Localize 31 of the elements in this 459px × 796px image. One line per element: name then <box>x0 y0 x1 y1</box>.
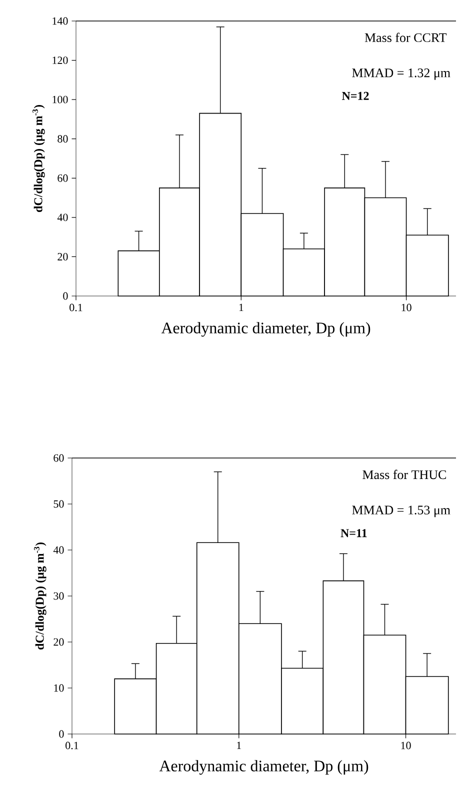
y-tick-label: 100 <box>52 96 68 104</box>
y-axis-title: dC/dlog(Dp) (μg m$^{-3}$) <box>34 542 46 650</box>
y-tick-label: 10 <box>54 684 64 692</box>
x-tick-label: 1 <box>239 304 244 312</box>
text: Mass for CCRT <box>364 32 447 42</box>
x-tick-label: 1 <box>237 742 241 750</box>
y-tick-label: 60 <box>54 454 64 462</box>
y-tick-label: 20 <box>54 638 64 646</box>
x-tick-label: 10 <box>402 304 412 312</box>
text: Mass for THUC <box>362 470 446 480</box>
y-tick-label: 0 <box>59 730 64 738</box>
y-tick-label: 120 <box>52 56 68 64</box>
y-tick-label: 30 <box>54 592 64 600</box>
y-tick-label: 40 <box>57 214 68 222</box>
x-axis-title: Aerodynamic diameter, Dp (μm) <box>161 322 370 337</box>
y-tick-label: 20 <box>58 253 68 260</box>
x-tick-label: 0.1 <box>70 304 82 312</box>
annotation: N=12 <box>342 92 369 100</box>
y-tick-label: 40 <box>53 546 64 554</box>
y-tick-label: 0 <box>63 292 68 300</box>
x-axis-title: Aerodynamic diameter, Dp (μm) <box>159 760 368 775</box>
y-tick-label: 50 <box>54 500 64 508</box>
y-tick-label: 60 <box>58 174 68 182</box>
text: MMAD = 1.53 μm <box>352 506 450 518</box>
text: MMAD = 1.32 μm <box>352 68 450 80</box>
y-tick-label: 80 <box>58 135 68 143</box>
y-tick-label: 140 <box>52 17 68 25</box>
x-tick-label: 0.1 <box>66 742 78 750</box>
x-tick-label: 10 <box>401 742 411 750</box>
annotation: N=11 <box>340 529 367 538</box>
y-axis-title: dC/dlog(Dp) (μg m$^{-3}$) <box>32 105 45 212</box>
